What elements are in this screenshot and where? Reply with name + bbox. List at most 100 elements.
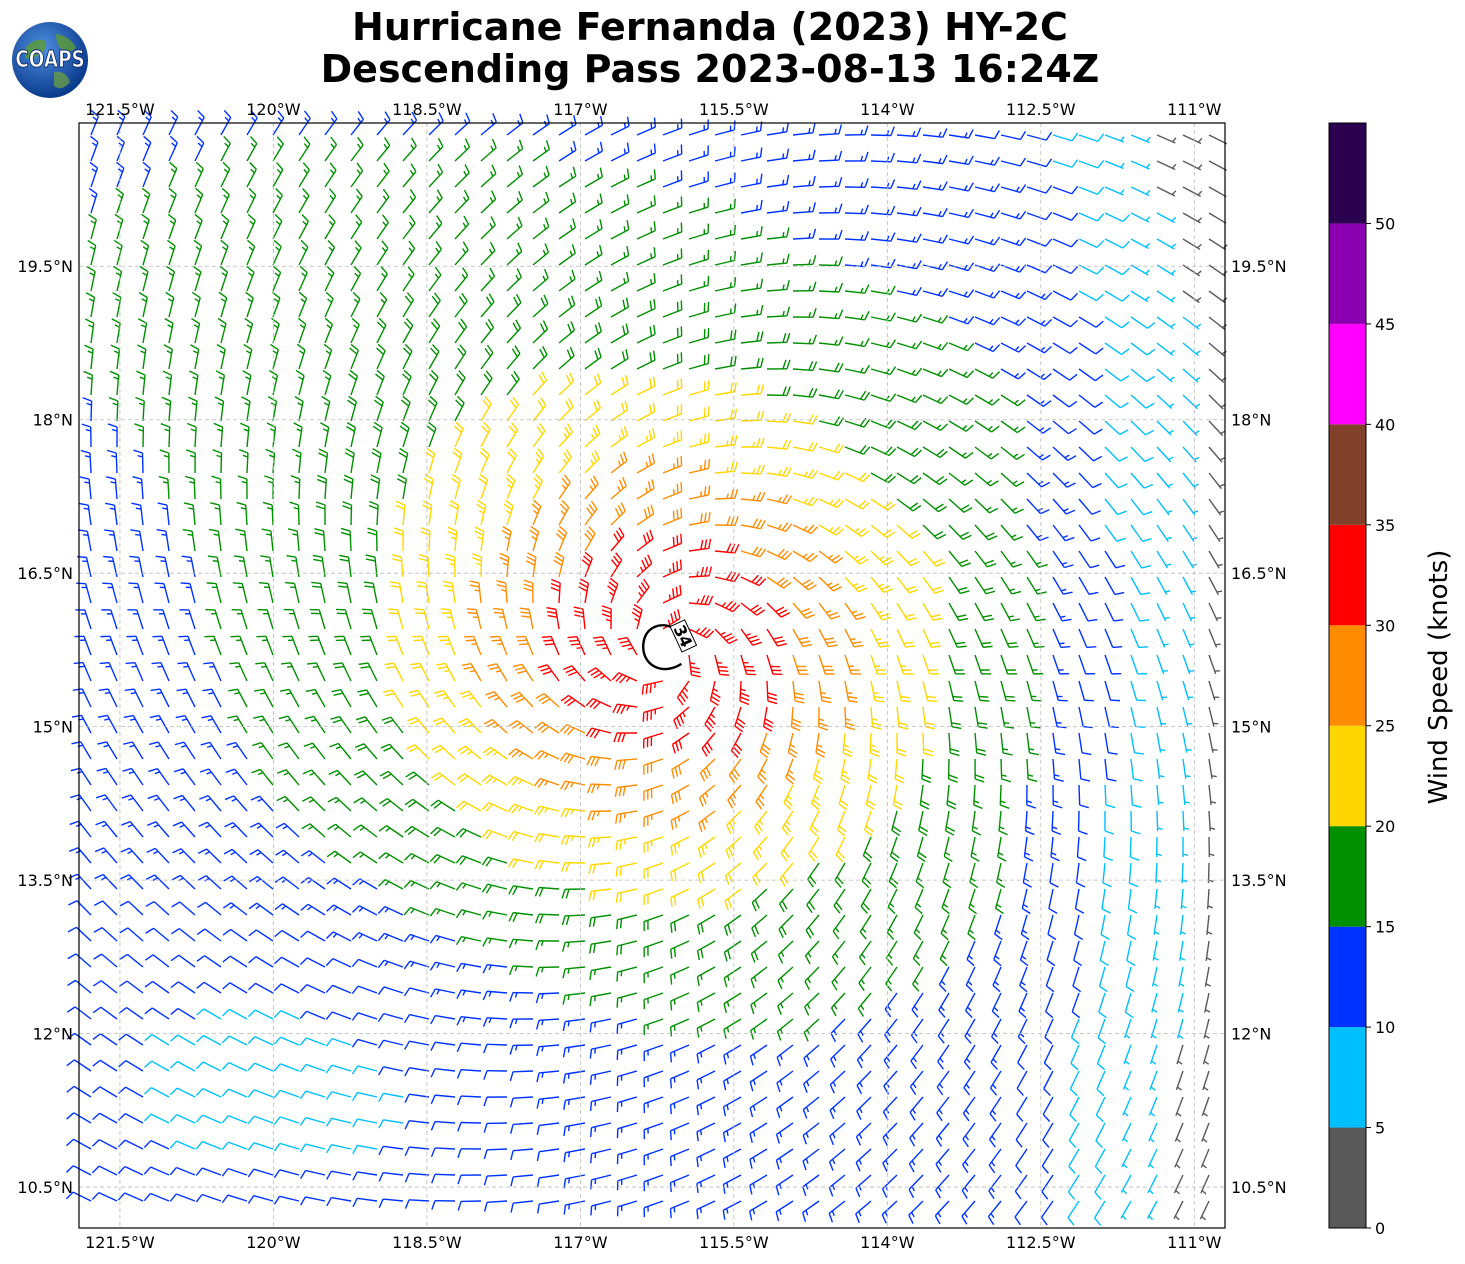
- wind-barb: [987, 1200, 1002, 1225]
- wind-barb: [172, 848, 196, 864]
- wind-barb: [722, 1096, 742, 1117]
- wind-barb: [589, 1070, 612, 1085]
- wind-barb: [662, 326, 683, 344]
- wind-barb: [1070, 1044, 1080, 1071]
- colorbar-tick-9: 45: [1375, 315, 1395, 334]
- wind-barb: [85, 292, 96, 318]
- wind-barb: [830, 1018, 846, 1043]
- wind-barb: [418, 553, 430, 578]
- wind-barb: [1208, 446, 1226, 463]
- wind-barb: [352, 1171, 378, 1181]
- wind-barb: [610, 271, 630, 292]
- wind-barb: [766, 628, 787, 647]
- wind-barb: [968, 888, 977, 915]
- wind-barb: [344, 448, 355, 474]
- wind-barb: [95, 794, 118, 812]
- wind-barb: [882, 1148, 898, 1172]
- wind-barb: [298, 291, 308, 318]
- wind-barb: [938, 966, 950, 992]
- wind-barb: [722, 1200, 742, 1220]
- wind-barb: [506, 345, 521, 370]
- wind-barb: [351, 931, 378, 942]
- wind-barb: [840, 758, 851, 784]
- wind-barb: [279, 688, 300, 708]
- wind-barb: [506, 293, 522, 318]
- wind-barb: [616, 1070, 638, 1086]
- wind-barb: [454, 318, 468, 344]
- wind-barb: [766, 227, 790, 240]
- wind-barb: [1156, 706, 1167, 727]
- wind-barb: [688, 145, 709, 162]
- wind-barb: [1104, 420, 1129, 436]
- wind-barb: [792, 334, 817, 345]
- wind-barb: [1182, 368, 1201, 383]
- wind-barb: [1156, 160, 1177, 171]
- wind-barb: [346, 421, 357, 448]
- wind-barb: [688, 566, 713, 578]
- wind-barb: [1016, 1070, 1028, 1096]
- wind-barb: [870, 680, 885, 703]
- title-line-1: Hurricane Fernanda (2023) HY-2C: [352, 5, 1068, 49]
- wind-barb: [616, 940, 638, 956]
- wind-barb: [989, 1122, 1002, 1148]
- wind-barb: [818, 470, 845, 481]
- wind-barb: [922, 368, 949, 378]
- wind-barb: [714, 172, 736, 188]
- wind-barb: [896, 498, 922, 512]
- wind-barb: [636, 169, 656, 188]
- wind-barb: [861, 862, 872, 889]
- wind-barb: [351, 1091, 378, 1101]
- wind-barb: [354, 743, 378, 760]
- wind-barb: [662, 144, 683, 162]
- wind-barb: [292, 448, 302, 474]
- wind-barb: [588, 862, 612, 875]
- wind-barb: [941, 888, 950, 915]
- wind-barb: [430, 772, 456, 786]
- wind-barb: [247, 1062, 274, 1072]
- wind-barb: [455, 909, 482, 919]
- wind-barb: [474, 526, 485, 552]
- wind-barb: [1075, 862, 1086, 888]
- wind-barb: [1182, 550, 1197, 569]
- wind-barb: [378, 1171, 404, 1182]
- wind-barb: [1069, 1070, 1080, 1097]
- wind-barb: [1182, 654, 1194, 675]
- wind-barb: [857, 1018, 872, 1043]
- wind-barb: [1069, 1096, 1080, 1123]
- wind-barb: [249, 822, 274, 838]
- wind-barb: [1130, 524, 1152, 543]
- wind-barb: [482, 1017, 508, 1027]
- wind-barb: [430, 1120, 456, 1131]
- wind-barb: [948, 316, 975, 325]
- wind-barb: [388, 608, 404, 630]
- wind-barb: [616, 1044, 638, 1060]
- wind-barb: [749, 1200, 768, 1221]
- wind-barb: [1072, 966, 1082, 993]
- wind-barb: [144, 954, 170, 968]
- lat-tick-right-2: 16.5°N: [1231, 564, 1287, 583]
- wind-barb: [1182, 264, 1202, 277]
- wind-barb: [1208, 524, 1224, 543]
- wind-barb: [1098, 992, 1107, 1019]
- wind-barb: [340, 527, 352, 552]
- wind-barb: [662, 430, 683, 448]
- wind-barb: [974, 472, 999, 487]
- wind-barb: [922, 420, 949, 432]
- wind-barb: [1043, 1070, 1054, 1097]
- wind-barb: [750, 940, 768, 963]
- wind-barb: [1156, 134, 1177, 144]
- wind-barb: [688, 301, 710, 318]
- wind-barb: [166, 239, 176, 266]
- wind-barb: [532, 345, 548, 370]
- wind-barb: [1147, 1148, 1158, 1169]
- wind-barb: [860, 888, 872, 914]
- wind-barb: [228, 688, 248, 708]
- wind-barb: [896, 394, 923, 404]
- wind-barb: [160, 423, 171, 448]
- wind-barb: [103, 555, 118, 578]
- wind-barb: [1014, 1200, 1028, 1226]
- wind-barb: [669, 1122, 690, 1141]
- wind-barb: [589, 966, 612, 980]
- colorbar-bin-7: [1329, 424, 1366, 525]
